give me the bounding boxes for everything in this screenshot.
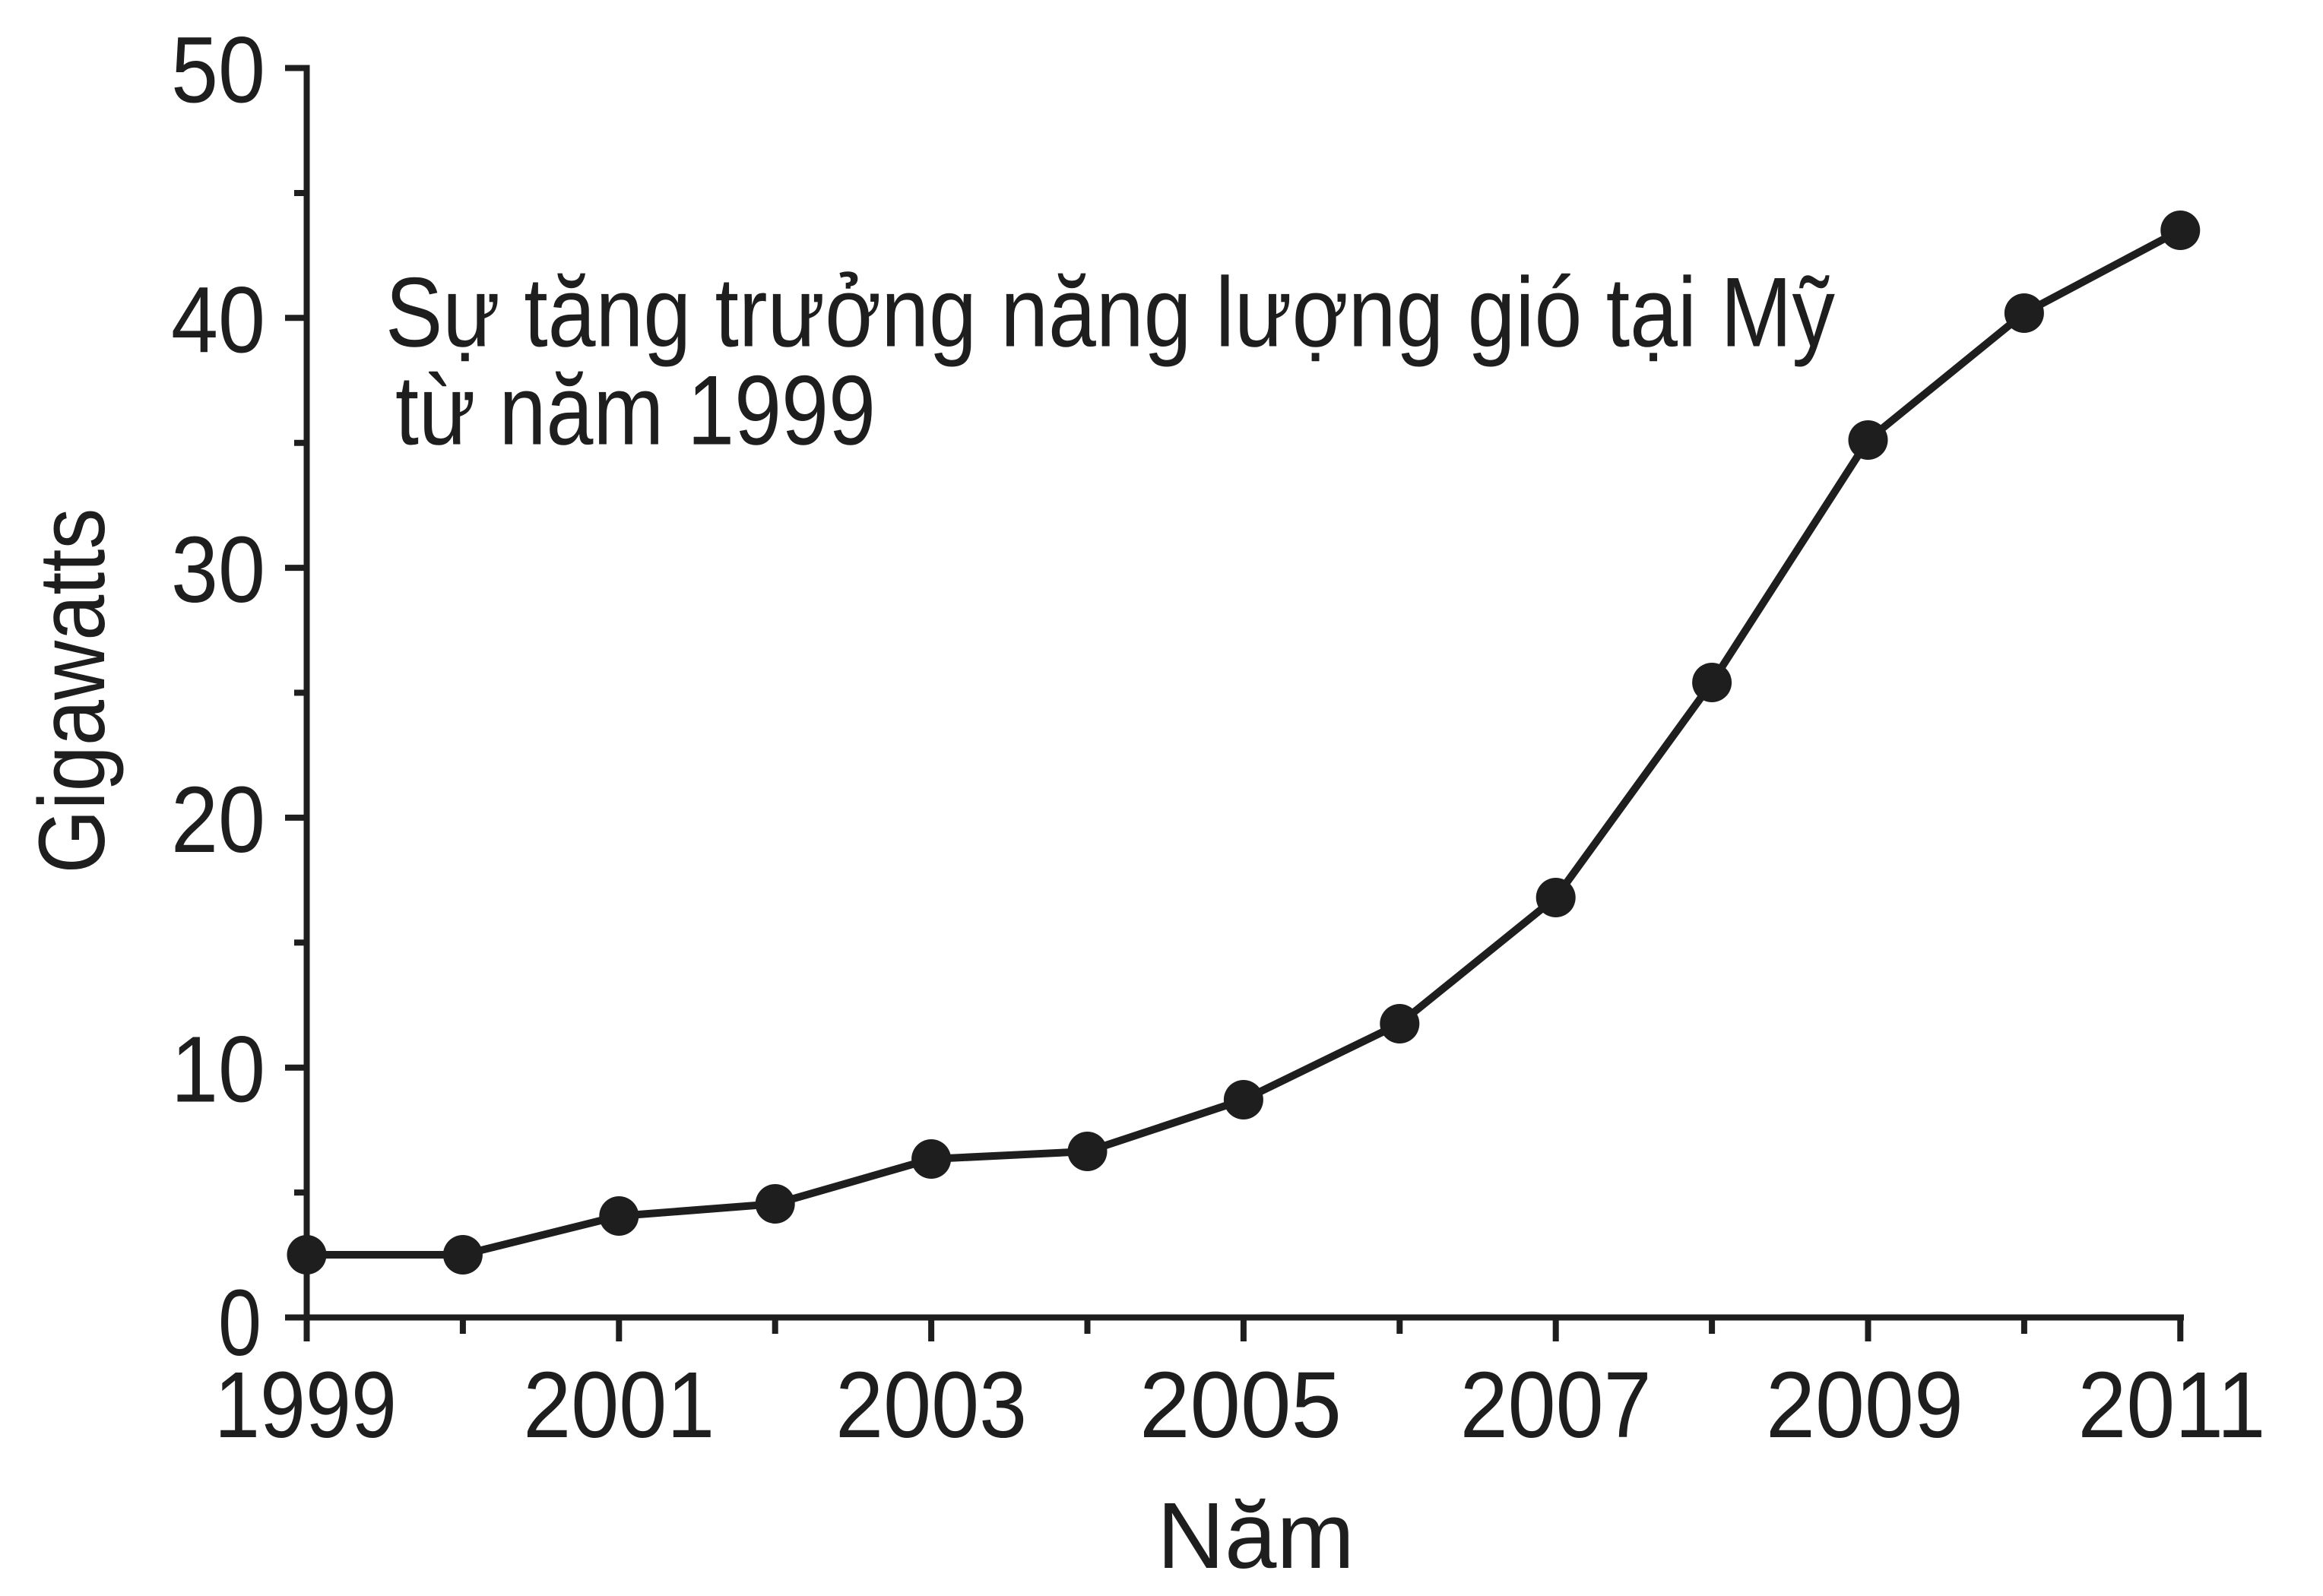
svg-text:20: 20 [171,768,265,872]
svg-text:1999: 1999 [214,1354,397,1458]
svg-text:Sự tăng trưởng năng lượng gió: Sự tăng trưởng năng lượng gió tại Mỹ [385,257,1835,368]
svg-text:30: 30 [171,518,265,622]
svg-text:2007: 2007 [1460,1354,1652,1458]
svg-text:0: 0 [218,1271,261,1376]
svg-text:2003: 2003 [835,1354,1027,1458]
svg-text:2001: 2001 [523,1354,715,1458]
svg-text:2009: 2009 [1766,1354,1963,1458]
svg-text:từ năm 1999: từ năm 1999 [395,355,876,466]
svg-text:Năm: Năm [1157,1484,1355,1588]
svg-text:2005: 2005 [1139,1354,1342,1458]
svg-text:50: 50 [171,19,265,123]
svg-text:2011: 2011 [2078,1354,2266,1458]
svg-text:Gigawatts: Gigawatts [21,508,125,874]
svg-text:40: 40 [171,268,265,372]
svg-text:10: 10 [171,1018,265,1123]
